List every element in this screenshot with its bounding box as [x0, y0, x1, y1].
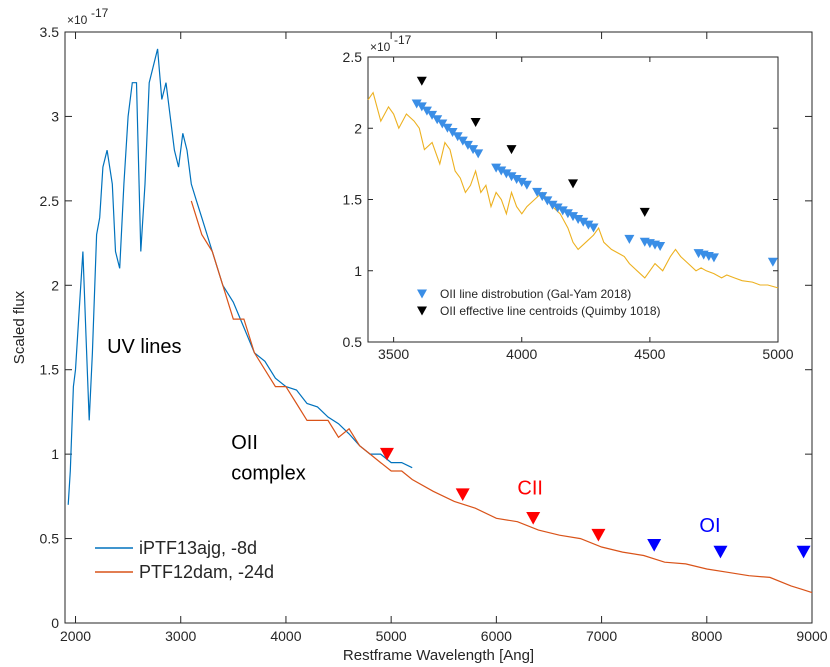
legend-entry-1: PTF12dam, -24d: [139, 562, 274, 582]
inset-y-tick-label: 1.5: [343, 192, 363, 208]
inset-x-tick-label: 4500: [634, 346, 665, 362]
inset-legend-entry-1: OII effective line centroids (Quimby 101…: [440, 304, 661, 318]
x-tick-label: 7000: [586, 628, 617, 644]
inset-marker-0: [708, 253, 719, 263]
inset-y-tick-label: 1: [354, 263, 362, 279]
inset-x-tick-label: 4000: [506, 346, 537, 362]
inset-marker-0: [542, 196, 553, 206]
inset-y-tick-label: 2: [354, 120, 362, 136]
inset-x-tick-label: 3500: [378, 346, 409, 362]
inset-marker-0: [511, 175, 522, 185]
inset-marker-0: [583, 220, 594, 230]
inset-legend-marker-0: [417, 289, 427, 299]
inset-y-exponent-label: ×10: [370, 40, 391, 54]
inset-marker-0: [457, 136, 468, 146]
inset-marker-0: [462, 140, 473, 150]
inset-y-tick-label: 0.5: [343, 334, 363, 350]
inset-marker-1: [568, 179, 578, 189]
inset-marker-0: [468, 145, 479, 155]
inset-marker-0: [568, 212, 578, 222]
line-marker-0: [526, 512, 541, 525]
inset-marker-0: [447, 128, 458, 138]
line-marker-0: [455, 488, 470, 501]
inset-marker-0: [452, 132, 463, 142]
line-marker-1: [647, 539, 662, 552]
inset-marker-0: [432, 115, 443, 125]
inset-marker-0: [473, 149, 484, 159]
inset-marker-0: [537, 192, 548, 202]
inset-plot: 3500 4000 4500 5000 0.5 1 1.5 2 2.5 ×10 -17 OII lin…: [343, 33, 794, 362]
y-tick-label: 1: [51, 446, 59, 462]
line-marker-0: [591, 528, 606, 542]
inset-y-exponent-power: -17: [394, 33, 412, 47]
inset-marker-0: [521, 180, 532, 190]
inset-legend-marker-1: [417, 306, 427, 316]
y-tick-label: 0: [51, 615, 59, 631]
y-exponent-power: -17: [91, 6, 109, 20]
y-tick-label: 0.5: [40, 531, 60, 547]
annotation-2: complex: [231, 462, 305, 484]
legend-entry-0: iPTF13ajg, -8d: [139, 538, 257, 558]
line-marker-1: [713, 545, 728, 559]
inset-marker-0: [547, 200, 558, 210]
inset-marker-0: [624, 234, 635, 244]
inset-marker-0: [506, 172, 517, 182]
inset-marker-0: [588, 223, 599, 233]
inset-marker-1: [639, 207, 650, 217]
annotation-4: OI: [699, 515, 720, 537]
inset-legend-entry-0: OII line distrobution (Gal-Yam 2018): [440, 287, 631, 301]
inset-marker-0: [411, 99, 422, 109]
inset-marker-0: [442, 123, 453, 133]
x-tick-label: 9000: [796, 628, 827, 644]
inset-marker-0: [491, 163, 502, 173]
y-tick-label: 3: [51, 108, 59, 124]
x-tick-label: 4000: [270, 628, 301, 644]
inset-marker-0: [427, 110, 438, 120]
inset-marker-0: [573, 214, 584, 224]
x-tick-label: 6000: [481, 628, 512, 644]
x-axis-label: Restframe Wavelength [Ang]: [343, 647, 534, 664]
annotation-1: OII: [231, 432, 258, 454]
inset-marker-0: [578, 217, 589, 227]
inset-marker-0: [552, 203, 563, 213]
inset-y-tick-label: 2.5: [343, 49, 363, 65]
inset-marker-0: [557, 206, 568, 216]
y-tick-label: 2: [51, 277, 59, 293]
inset-marker-0: [532, 187, 543, 197]
inset-marker-0: [416, 102, 427, 112]
y-tick-label: 2.5: [40, 193, 60, 209]
inset-x-tick-label: 5000: [762, 346, 793, 362]
inset-marker-0: [516, 177, 527, 187]
inset-marker-1: [506, 145, 517, 155]
y-tick-label: 1.5: [40, 362, 60, 378]
inset-frame: [367, 56, 779, 343]
inset-marker-1: [416, 76, 427, 86]
inset-marker-1: [470, 118, 481, 128]
line-marker-1: [796, 545, 811, 559]
annotation-3: CII: [517, 478, 543, 500]
inset-marker-0: [501, 169, 512, 179]
series-line-1: [190, 200, 813, 594]
inset-marker-0: [421, 106, 432, 116]
x-tick-label: 5000: [376, 628, 407, 644]
y-axis-label: Scaled flux: [11, 290, 28, 364]
y-exponent-label: ×10: [67, 13, 88, 27]
series-line-0: [67, 48, 413, 505]
inset-marker-0: [655, 242, 666, 252]
inset-marker-0: [496, 166, 507, 176]
y-tick-label: 3.5: [40, 24, 60, 40]
x-tick-label: 3000: [165, 628, 196, 644]
inset-marker-0: [437, 119, 448, 129]
inset-marker-0: [767, 257, 778, 267]
x-tick-label: 2000: [60, 628, 91, 644]
inset-marker-0: [562, 209, 573, 219]
line-marker-0: [379, 447, 394, 461]
annotation-0: UV lines: [107, 336, 181, 358]
x-tick-label: 8000: [691, 628, 722, 644]
